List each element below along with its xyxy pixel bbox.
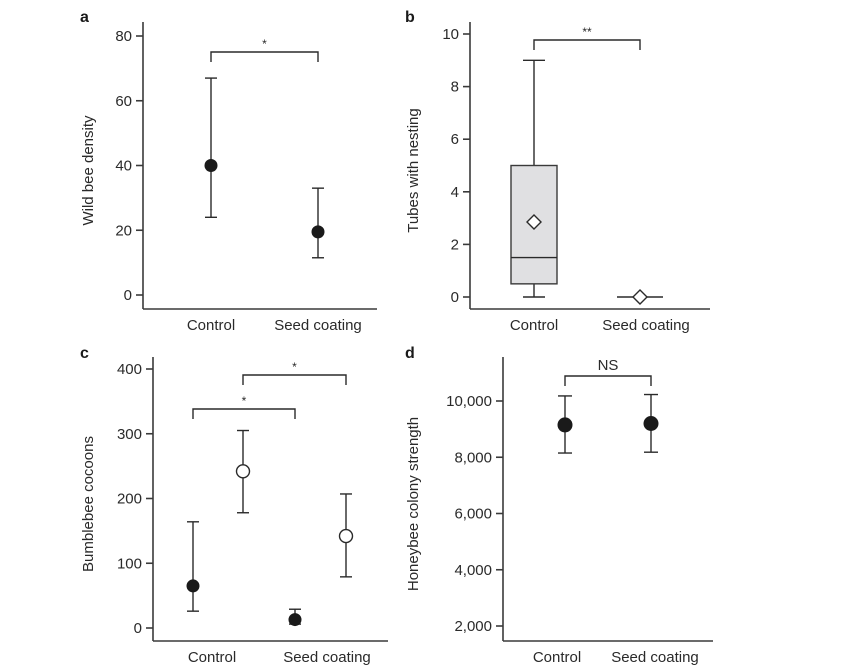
- y-tick-label: 400: [117, 361, 142, 378]
- y-axis-title: Wild bee density: [80, 115, 97, 226]
- y-tick-label: 4: [451, 184, 459, 201]
- mean-diamond-marker: [526, 214, 542, 231]
- data-point: [557, 395, 573, 454]
- significance-label: **: [582, 25, 592, 39]
- filled-circle-marker: [204, 159, 218, 172]
- significance-label: *: [292, 360, 297, 374]
- box-control: [510, 59, 558, 298]
- x-tick-label: Control: [533, 649, 581, 666]
- mean-diamond-marker: [632, 289, 648, 305]
- y-tick-label: 6,000: [454, 506, 492, 523]
- data-point: [204, 77, 218, 219]
- panel-letter: a: [80, 9, 89, 26]
- panel-letter: d: [405, 345, 415, 362]
- significance-label: NS: [598, 357, 619, 374]
- y-tick-label: 20: [115, 222, 132, 239]
- y-tick-label: 10: [442, 26, 459, 43]
- open-circle-marker: [235, 464, 251, 479]
- significance-bracket: [242, 374, 347, 385]
- y-tick-label: 40: [115, 158, 132, 175]
- x-tick-label: Seed coating: [611, 649, 699, 666]
- panel-c: c 0 100 200 300 400 Control Seed coating Bumbleb…: [80, 345, 388, 666]
- y-axis-title: Honeybee colony strength: [405, 417, 422, 591]
- significance-label: *: [262, 37, 267, 51]
- y-tick-label: 300: [117, 426, 142, 443]
- x-tick-label: Control: [187, 317, 235, 334]
- data-point: [643, 393, 659, 453]
- y-axis-title: Tubes with nesting: [405, 108, 422, 233]
- y-tick-label: 2: [451, 236, 459, 253]
- significance-bracket: [564, 375, 652, 386]
- data-point: [288, 608, 302, 627]
- panel-letter: c: [80, 345, 89, 362]
- panel-d: d 2,000 4,000 6,000 8,000 10,000 Control Seed c…: [405, 345, 713, 666]
- y-tick-label: 4,000: [454, 562, 492, 579]
- box-seed-coating: [617, 289, 663, 305]
- x-tick-label: Control: [510, 317, 558, 334]
- y-tick-label: 60: [115, 93, 132, 110]
- x-tick-label: Seed coating: [274, 317, 362, 334]
- y-tick-label: 2,000: [454, 618, 492, 635]
- y-axis-title: Bumblebee cocoons: [80, 436, 97, 572]
- y-tick-label: 8,000: [454, 449, 492, 466]
- significance-bracket: [192, 408, 296, 419]
- data-point: [186, 521, 200, 612]
- y-tick-label: 6: [451, 131, 459, 148]
- y-tick-label: 8: [451, 79, 459, 96]
- y-tick-label: 100: [117, 555, 142, 572]
- x-tick-label: Seed coating: [602, 317, 690, 334]
- x-tick-label: Control: [188, 649, 236, 666]
- data-point: [338, 493, 354, 578]
- filled-circle-marker: [288, 613, 302, 627]
- y-tick-label: 0: [134, 620, 142, 637]
- y-tick-label: 0: [124, 287, 132, 304]
- panel-a: a 0 20 40 60 80 Control Seed coating Wild bee de…: [80, 9, 377, 334]
- y-tick-label: 0: [451, 289, 459, 306]
- panel-b: b 0 2 4 6 8 10 Control Seed coating Tubes with ne…: [405, 9, 710, 334]
- data-point: [311, 187, 325, 259]
- x-tick-label: Seed coating: [283, 649, 371, 666]
- significance-bracket: [210, 51, 319, 62]
- y-tick-label: 200: [117, 491, 142, 508]
- filled-circle-marker: [557, 417, 573, 433]
- panel-letter: b: [405, 9, 415, 26]
- filled-circle-marker: [643, 416, 659, 431]
- filled-circle-marker: [311, 225, 325, 239]
- data-point: [235, 429, 251, 514]
- significance-label: *: [242, 394, 247, 408]
- open-circle-marker: [338, 528, 354, 544]
- y-tick-label: 80: [115, 28, 132, 45]
- y-tick-label: 10,000: [446, 393, 492, 410]
- filled-circle-marker: [186, 579, 200, 593]
- significance-bracket: [533, 39, 641, 50]
